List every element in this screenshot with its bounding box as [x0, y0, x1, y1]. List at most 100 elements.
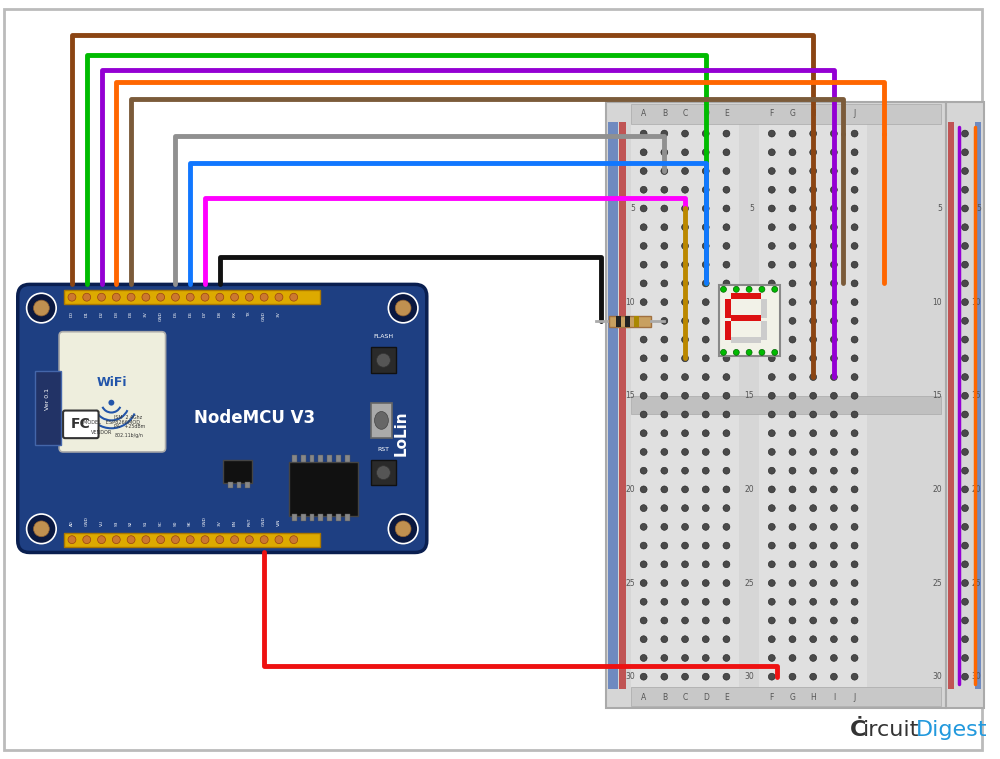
Circle shape	[830, 561, 837, 568]
Text: 15: 15	[625, 391, 635, 400]
Circle shape	[830, 617, 837, 624]
Circle shape	[661, 468, 668, 474]
Text: A0: A0	[70, 520, 74, 526]
Circle shape	[789, 524, 796, 531]
Text: 20: 20	[744, 485, 754, 494]
Text: 25: 25	[933, 578, 942, 587]
Circle shape	[34, 521, 49, 537]
Circle shape	[682, 505, 688, 512]
Circle shape	[682, 598, 688, 605]
Circle shape	[789, 205, 796, 212]
Circle shape	[661, 411, 668, 418]
Circle shape	[789, 299, 796, 306]
Text: VENDOR: VENDOR	[91, 430, 112, 435]
Circle shape	[661, 168, 668, 175]
Text: EN: EN	[233, 520, 237, 526]
Circle shape	[789, 130, 796, 137]
Bar	[345, 514, 350, 521]
Circle shape	[702, 205, 709, 212]
Text: VU: VU	[100, 520, 104, 526]
Circle shape	[830, 130, 837, 137]
Circle shape	[682, 242, 688, 250]
Bar	[371, 348, 396, 373]
Text: LoLin: LoLin	[394, 411, 409, 456]
Circle shape	[810, 149, 817, 156]
Circle shape	[127, 536, 135, 543]
Circle shape	[682, 580, 688, 587]
Circle shape	[810, 373, 817, 380]
Circle shape	[702, 373, 709, 380]
Circle shape	[830, 299, 837, 306]
Circle shape	[851, 186, 858, 194]
Bar	[631, 687, 941, 707]
Circle shape	[682, 449, 688, 455]
Circle shape	[789, 186, 796, 194]
Circle shape	[810, 654, 817, 661]
Circle shape	[702, 242, 709, 250]
Circle shape	[768, 168, 775, 175]
Circle shape	[723, 524, 730, 531]
Circle shape	[851, 486, 858, 493]
Circle shape	[810, 336, 817, 343]
Circle shape	[702, 486, 709, 493]
Circle shape	[851, 505, 858, 512]
Circle shape	[830, 168, 837, 175]
Circle shape	[768, 561, 775, 568]
Circle shape	[962, 280, 968, 287]
Text: GND: GND	[262, 516, 266, 526]
Circle shape	[962, 261, 968, 268]
Circle shape	[789, 168, 796, 175]
Circle shape	[746, 286, 752, 292]
Circle shape	[702, 392, 709, 399]
Circle shape	[702, 673, 709, 680]
Circle shape	[702, 617, 709, 624]
Circle shape	[68, 536, 76, 543]
Circle shape	[851, 449, 858, 455]
Circle shape	[789, 580, 796, 587]
Circle shape	[830, 505, 837, 512]
Circle shape	[640, 580, 647, 587]
Bar	[327, 514, 332, 521]
Bar	[310, 455, 314, 461]
Text: 802.11b/g/n: 802.11b/g/n	[114, 433, 143, 438]
Circle shape	[851, 524, 858, 531]
Circle shape	[830, 673, 837, 680]
Circle shape	[640, 636, 647, 643]
Circle shape	[640, 392, 647, 399]
Bar	[631, 124, 739, 687]
Bar	[237, 481, 241, 489]
Circle shape	[640, 168, 647, 175]
Circle shape	[851, 261, 858, 268]
Bar	[292, 455, 297, 461]
Circle shape	[661, 186, 668, 194]
Text: 5: 5	[976, 204, 981, 213]
Text: Digest: Digest	[916, 720, 987, 740]
Circle shape	[702, 149, 709, 156]
Circle shape	[962, 636, 968, 643]
Circle shape	[661, 336, 668, 343]
Circle shape	[810, 411, 817, 418]
Circle shape	[789, 242, 796, 250]
Bar	[608, 121, 618, 688]
Circle shape	[768, 299, 775, 306]
Circle shape	[851, 373, 858, 380]
Text: J: J	[853, 109, 856, 118]
Circle shape	[640, 130, 647, 137]
Circle shape	[640, 598, 647, 605]
Circle shape	[661, 280, 668, 287]
Circle shape	[759, 349, 765, 355]
Circle shape	[682, 430, 688, 436]
Circle shape	[768, 336, 775, 343]
Bar	[761, 299, 767, 318]
Circle shape	[723, 561, 730, 568]
Circle shape	[851, 468, 858, 474]
Text: H: H	[810, 109, 816, 118]
Circle shape	[768, 580, 775, 587]
Circle shape	[830, 542, 837, 549]
Circle shape	[702, 430, 709, 436]
Circle shape	[768, 542, 775, 549]
Bar	[946, 102, 984, 708]
Circle shape	[772, 349, 778, 355]
Text: C: C	[682, 109, 688, 118]
Text: B: B	[662, 109, 667, 118]
